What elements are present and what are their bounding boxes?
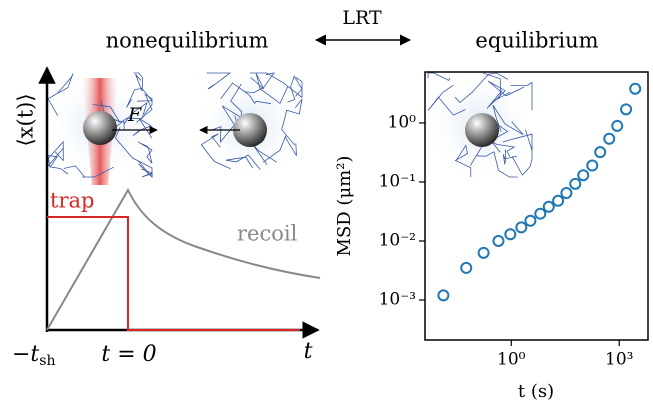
x-axis-label: t (s) xyxy=(518,381,554,402)
header-right: equilibrium xyxy=(475,29,598,53)
data-point xyxy=(560,187,573,200)
data-point xyxy=(611,119,624,132)
polymer-strand xyxy=(250,72,303,99)
polymer-strand xyxy=(106,101,148,136)
data-point xyxy=(594,146,607,159)
x-tick-label: 10³ xyxy=(605,350,633,370)
polymer-strand xyxy=(486,80,525,109)
y-axis-label: MSD (μm²) xyxy=(334,156,355,257)
start-tick-sub: sh xyxy=(39,353,55,369)
data-point xyxy=(629,82,642,95)
polymer-strand xyxy=(132,118,153,139)
polymer-strand xyxy=(502,129,533,151)
data-point xyxy=(534,207,547,220)
polymer-strand xyxy=(47,73,74,116)
polymer-strand xyxy=(209,105,240,143)
y-tick-label: 10⁰ xyxy=(388,112,417,132)
data-point xyxy=(437,289,450,302)
polymer-strand xyxy=(63,165,114,178)
polymer-strand xyxy=(47,140,65,168)
data-point xyxy=(586,159,599,172)
polymer-strand xyxy=(137,141,153,164)
schematic-y-label: ⟨x(t)⟩ xyxy=(14,93,38,146)
particle xyxy=(465,113,499,147)
polymer-strand xyxy=(225,154,261,170)
y-tick-label: 10⁻² xyxy=(379,230,416,250)
polymer-strand xyxy=(482,72,511,102)
particle xyxy=(83,111,117,145)
polymer-strand xyxy=(511,146,533,176)
y-tick-label: 10⁻³ xyxy=(379,289,416,309)
data-point xyxy=(603,132,616,145)
polymer-strand xyxy=(491,141,516,157)
header-left: nonequilibrium xyxy=(106,29,269,53)
zero-tick: t = 0 xyxy=(101,342,156,367)
trap-curve xyxy=(47,216,300,331)
polymer-strand xyxy=(126,87,153,108)
force-label: F xyxy=(127,104,142,126)
polymer-strand xyxy=(287,75,303,103)
polymer-strand xyxy=(502,149,517,165)
data-point xyxy=(492,234,505,247)
x-tick-label: 10⁰ xyxy=(497,350,526,370)
data-point xyxy=(515,221,528,234)
schematic-x-label: t xyxy=(304,339,313,364)
polymer-strand xyxy=(206,72,232,90)
polymer-strand xyxy=(137,160,154,179)
polymer-strand xyxy=(510,81,533,111)
y-tick-label: 10⁻¹ xyxy=(379,171,416,191)
polymer-strand xyxy=(47,155,69,175)
data-point xyxy=(552,194,565,207)
polymer-networks xyxy=(45,70,535,185)
data-point xyxy=(460,261,473,274)
data-point xyxy=(620,103,633,116)
polymer-strand xyxy=(262,135,297,163)
polymer-strand xyxy=(476,151,518,178)
data-point xyxy=(477,246,490,259)
polymer-strand xyxy=(136,93,153,123)
polymer-strand xyxy=(281,98,303,146)
polymer-strand xyxy=(220,82,272,105)
polymer-strand xyxy=(427,84,466,116)
displacement-curve xyxy=(46,187,321,331)
data-point xyxy=(542,200,555,213)
polymer-strand xyxy=(492,104,524,136)
plot-frame xyxy=(424,71,649,341)
data-point xyxy=(504,228,517,241)
start-tick: −tsh xyxy=(12,342,55,369)
polymer-strand xyxy=(200,133,231,170)
particle xyxy=(233,113,267,147)
polymer-strand xyxy=(454,144,472,178)
polymer-strand xyxy=(250,72,289,105)
start-tick-main: −t xyxy=(12,342,39,367)
trap-label: trap xyxy=(50,189,94,213)
data-point xyxy=(524,214,537,227)
polymer-strand xyxy=(427,72,451,81)
recoil-label: recoil xyxy=(237,222,298,246)
data-point xyxy=(577,169,590,182)
data-point xyxy=(569,177,582,190)
header-middle: LRT xyxy=(342,7,382,29)
polymer-strand xyxy=(454,72,509,104)
polymer-strand xyxy=(133,72,144,92)
polymer-strand xyxy=(244,72,275,94)
